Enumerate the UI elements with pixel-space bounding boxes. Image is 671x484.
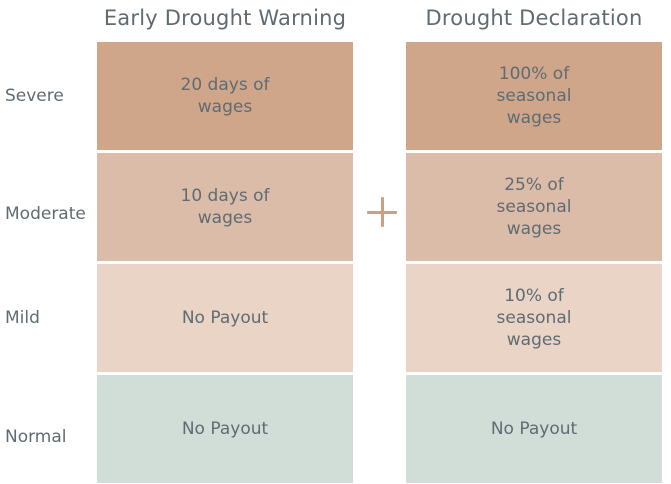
cell-normal-early-warning-text: No Payout [181, 419, 269, 439]
cell-moderate-declaration-text: 25% of seasonal wages [496, 175, 572, 239]
cell-moderate-early-warning: 10 days of wages [97, 153, 353, 261]
cell-severe-early-warning-text: 20 days of wages [180, 75, 270, 117]
cell-normal-declaration: No Payout [406, 375, 662, 483]
cell-moderate-declaration: 25% of seasonal wages [406, 153, 662, 261]
plus-icon [367, 197, 397, 227]
cell-mild-early-warning-text: No Payout [181, 308, 269, 328]
cell-severe-early-warning: 20 days of wages [97, 42, 353, 150]
col-header-declaration: Drought Declaration [425, 6, 643, 30]
cell-mild-declaration: 10% of seasonal wages [406, 264, 662, 372]
cell-mild-early-warning: No Payout [97, 264, 353, 372]
row-label-severe: Severe [5, 86, 64, 106]
cell-normal-early-warning: No Payout [97, 375, 353, 483]
cell-severe-declaration-text: 100% of seasonal wages [496, 64, 572, 128]
row-label-normal: Normal [5, 427, 67, 447]
col-header-early-warning: Early Drought Warning [103, 6, 347, 30]
row-label-moderate: Moderate [5, 204, 86, 224]
row-label-mild: Mild [5, 308, 40, 328]
cell-moderate-early-warning-text: 10 days of wages [180, 186, 270, 228]
cell-mild-declaration-text: 10% of seasonal wages [496, 286, 572, 350]
cell-normal-declaration-text: No Payout [490, 419, 578, 439]
cell-severe-declaration: 100% of seasonal wages [406, 42, 662, 150]
